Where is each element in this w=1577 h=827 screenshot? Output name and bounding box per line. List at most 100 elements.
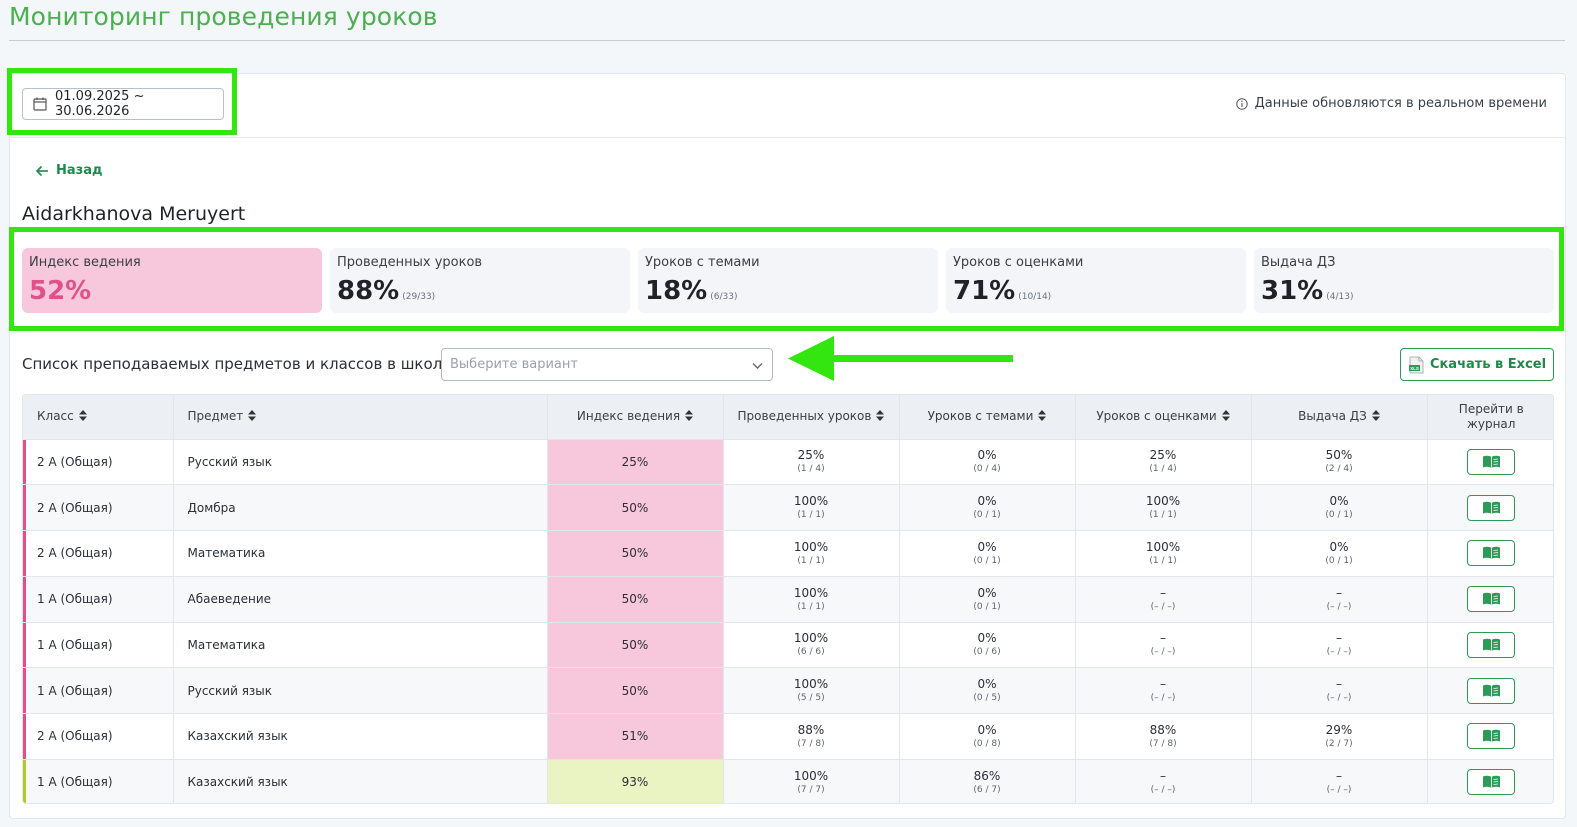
cell-fraction: (1 / 1)	[797, 555, 825, 566]
table-row: 1 А (Общая) Казахский язык 93% 100% (7 / 7) 8…	[23, 758, 1553, 803]
table-row: 2 А (Общая) Казахский язык 51% 88% (7 / 8) 0%…	[23, 713, 1553, 760]
cell-fraction: (7 / 7)	[797, 784, 825, 795]
cell-percent: 0%	[977, 448, 997, 463]
cell-index: 50%	[547, 530, 724, 577]
chevron-down-icon	[752, 363, 763, 369]
cell-homework: 50% (2 / 4)	[1251, 438, 1428, 485]
stat-value: 71%	[953, 276, 1016, 306]
cell-fraction: (– / –)	[1150, 693, 1176, 704]
cell-percent: 86%	[973, 768, 1001, 783]
cell-class: 1 А (Общая)	[23, 621, 174, 668]
cell-conducted: 100% (6 / 6)	[723, 621, 900, 668]
cell-class: 2 А (Общая)	[23, 484, 174, 531]
cell-percent: 50%	[1325, 448, 1353, 463]
card-divider	[9, 137, 1566, 138]
cell-percent: 100%	[793, 585, 829, 600]
date-range-value: 01.09.2025 ~ 30.06.2026	[55, 89, 145, 119]
cell-conducted: 100% (1 / 1)	[723, 484, 900, 531]
subject-class-select[interactable]: Выберите вариант	[441, 348, 773, 381]
cell-subject: Домбра	[173, 484, 548, 531]
open-journal-button[interactable]	[1467, 631, 1516, 658]
cell-percent: 29%	[1325, 722, 1353, 737]
stat-label: Уроков с темами	[645, 255, 760, 270]
cell-topics: 86% (6 / 7)	[899, 758, 1076, 803]
title-divider	[9, 40, 1565, 41]
open-journal-button[interactable]	[1467, 494, 1516, 521]
stat-fraction: (10/14)	[1018, 292, 1052, 302]
stat-label: Уроков с оценками	[953, 255, 1084, 270]
cell-class: 2 А (Общая)	[23, 530, 174, 577]
cell-percent: 0%	[977, 585, 997, 600]
excel-file-icon: XLS	[1408, 356, 1424, 373]
cell-fraction: (– / –)	[1150, 784, 1176, 795]
teacher-name: Aidarkhanova Meruyert	[22, 203, 246, 225]
cell-fraction: (1 / 1)	[1149, 510, 1177, 521]
stat-card-topics: Уроков с темами 18% (6/33)	[638, 248, 938, 313]
cell-fraction: (1 / 1)	[797, 510, 825, 521]
col-header-class[interactable]: Класс	[23, 395, 174, 439]
cell-topics: 0% (0 / 1)	[899, 484, 1076, 531]
calendar-icon	[33, 97, 47, 111]
open-journal-button[interactable]	[1467, 586, 1516, 613]
cell-percent: –	[1160, 631, 1166, 646]
cell-fraction: (2 / 4)	[1325, 464, 1353, 475]
cell-index: 50%	[547, 667, 724, 714]
col-header-grades[interactable]: Уроков с оценками	[1075, 395, 1252, 439]
col-header-index[interactable]: Индекс ведения	[547, 395, 724, 439]
stat-value: 88%	[337, 276, 400, 306]
info-icon	[1235, 97, 1248, 110]
book-icon	[1482, 501, 1500, 514]
svg-text:XLS: XLS	[1410, 366, 1419, 371]
realtime-note-text: Данные обновляются в реальном времени	[1254, 96, 1547, 111]
open-journal-button[interactable]	[1467, 540, 1516, 567]
cell-journal	[1427, 758, 1553, 803]
col-header-subject[interactable]: Предмет	[173, 395, 548, 439]
cell-fraction: (1 / 4)	[1149, 464, 1177, 475]
sort-icon	[78, 410, 87, 422]
date-range-picker[interactable]: 01.09.2025 ~ 30.06.2026	[22, 88, 224, 120]
cell-index: 50%	[547, 621, 724, 668]
cell-conducted: 25% (1 / 4)	[723, 438, 900, 485]
cell-homework: – (– / –)	[1251, 575, 1428, 622]
cell-conducted: 100% (7 / 7)	[723, 758, 900, 803]
table-row: 1 А (Общая) Математика 50% 100% (6 / 6) 0% (0 …	[23, 621, 1553, 668]
open-journal-button[interactable]	[1467, 677, 1516, 704]
download-excel-button[interactable]: XLS Скачать в Excel	[1400, 348, 1554, 381]
cell-fraction: (1 / 1)	[797, 601, 825, 612]
sort-icon	[248, 410, 257, 422]
cell-homework: – (– / –)	[1251, 621, 1428, 668]
cell-conducted: 88% (7 / 8)	[723, 713, 900, 760]
open-journal-button[interactable]	[1467, 448, 1516, 475]
cell-journal	[1427, 484, 1553, 531]
sort-icon	[876, 410, 885, 422]
cell-conducted: 100% (1 / 1)	[723, 530, 900, 577]
cell-fraction: (2 / 7)	[1325, 738, 1353, 749]
col-header-topics[interactable]: Уроков с темами	[899, 395, 1076, 439]
cell-fraction: (– / –)	[1326, 647, 1352, 658]
open-journal-button[interactable]	[1467, 769, 1516, 796]
arrow-left-icon	[35, 165, 48, 176]
back-link[interactable]: Назад	[35, 163, 102, 178]
col-header-conducted[interactable]: Проведенных уроков	[723, 395, 900, 439]
cell-percent: 100%	[793, 494, 829, 509]
col-header-homework[interactable]: Выдача ДЗ	[1251, 395, 1428, 439]
cell-index: 25%	[547, 438, 724, 485]
cell-fraction: (– / –)	[1150, 601, 1176, 612]
cell-homework: 29% (2 / 7)	[1251, 713, 1428, 760]
stat-fraction: (29/33)	[402, 292, 436, 302]
cell-journal	[1427, 667, 1553, 714]
cell-grades: – (– / –)	[1075, 667, 1252, 714]
table-row: 2 А (Общая) Домбра 50% 100% (1 / 1) 0% (0 / 1)…	[23, 484, 1553, 531]
cell-homework: – (– / –)	[1251, 758, 1428, 803]
cell-percent: –	[1336, 585, 1342, 600]
cell-journal	[1427, 621, 1553, 668]
cell-percent: –	[1160, 585, 1166, 600]
cell-percent: –	[1336, 677, 1342, 692]
cell-topics: 0% (0 / 8)	[899, 713, 1076, 760]
cell-journal	[1427, 438, 1553, 485]
stat-value: 52%	[29, 276, 92, 306]
cell-fraction: (0 / 6)	[973, 647, 1001, 658]
cell-grades: 88% (7 / 8)	[1075, 713, 1252, 760]
open-journal-button[interactable]	[1467, 723, 1516, 750]
cell-fraction: (7 / 8)	[1149, 738, 1177, 749]
